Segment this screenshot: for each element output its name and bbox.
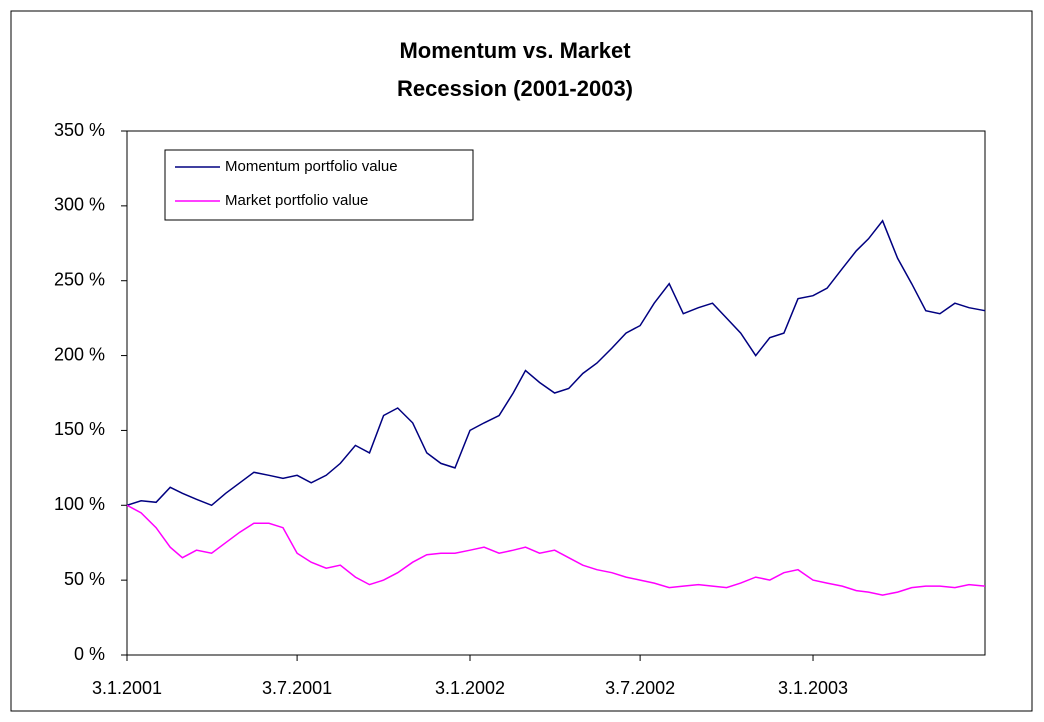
y-tick-label: 250 %: [54, 269, 105, 289]
x-tick-label: 3.1.2002: [435, 678, 505, 698]
chart-title: Momentum vs. Market: [399, 38, 631, 63]
x-tick-label: 3.7.2001: [262, 678, 332, 698]
series-line: [126, 504, 986, 596]
y-tick-label: 50 %: [64, 569, 105, 589]
chart-subtitle: Recession (2001-2003): [397, 76, 633, 101]
y-tick-label: 150 %: [54, 419, 105, 439]
y-tick-label: 200 %: [54, 344, 105, 364]
y-tick-label: 300 %: [54, 195, 105, 215]
legend-box: [164, 149, 474, 221]
legend-text: Momentum portfolio value: [225, 158, 398, 175]
x-tick-label: 3.7.2002: [605, 678, 675, 698]
legend-text: Market portfolio value: [225, 192, 368, 209]
series-line: [126, 219, 986, 507]
y-tick-label: 0 %: [74, 644, 105, 664]
x-tick-label: 3.1.2003: [778, 678, 848, 698]
y-tick-label: 100 %: [54, 494, 105, 514]
x-tick-label: 3.1.2001: [92, 678, 162, 698]
y-tick-label: 350 %: [54, 120, 105, 140]
